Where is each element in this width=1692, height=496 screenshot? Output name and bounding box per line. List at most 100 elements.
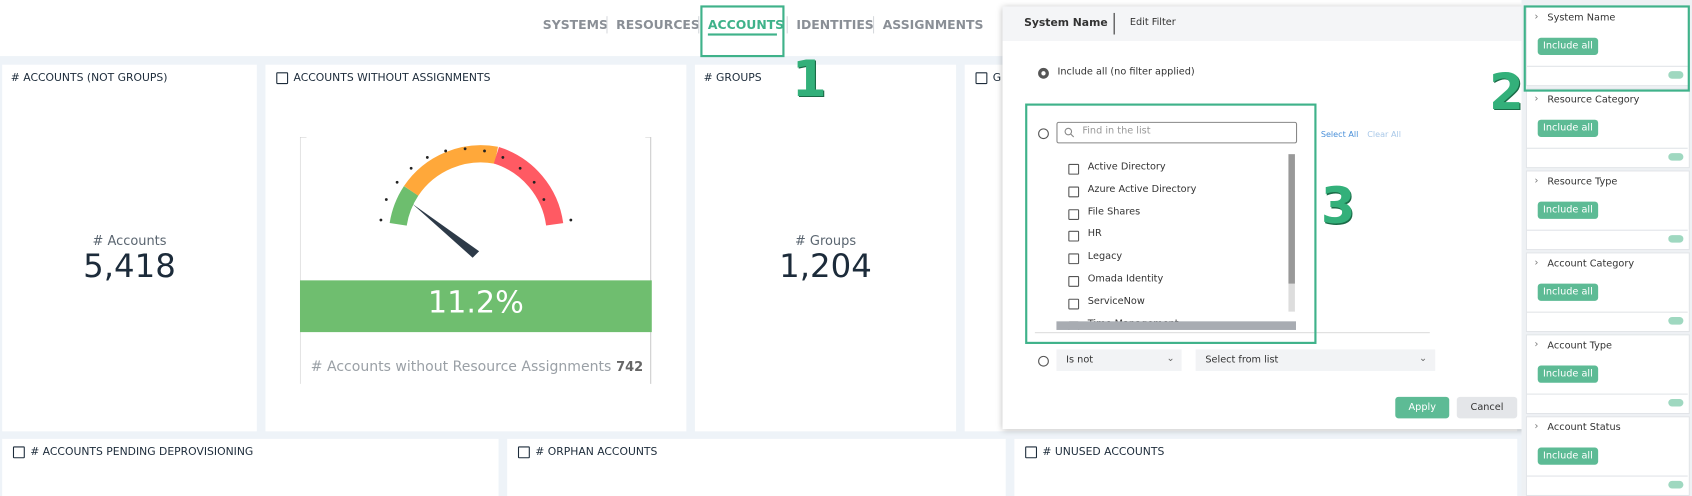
filter-name[interactable]: Resource Type [1547,176,1618,188]
checkbox[interactable] [1068,231,1080,242]
tile-title: # ORPHAN ACCOUNTS [535,446,658,459]
kpi-label: # Accounts [92,232,167,249]
checkbox[interactable] [1068,163,1080,175]
list-item: HR [1087,229,1102,240]
dropdown-value: Is not [1066,354,1094,366]
filter-card [1525,6,1690,87]
gauge-bar [299,280,652,333]
toggle[interactable] [1668,480,1684,489]
tile-title: # UNUSED ACCOUNTS [1042,446,1165,459]
radio[interactable] [1038,355,1049,367]
list-item: Azure Active Directory [1087,184,1197,195]
checkbox[interactable] [1068,298,1080,310]
toggle[interactable] [1668,71,1684,79]
dropdown[interactable] [1056,349,1182,371]
chevron: › [1534,93,1539,105]
highlight-box [700,5,785,58]
placeholder: Find in the list [1082,126,1151,137]
tab-separator [698,16,700,34]
apply-button[interactable]: Apply [1395,396,1450,419]
tab-separator [606,16,608,34]
chevron: ⌄ [1419,353,1428,365]
toggle[interactable] [1668,235,1684,243]
divider [1526,311,1688,313]
include-button[interactable]: Include all [1537,119,1599,137]
filter-card [1525,334,1690,415]
nav-tab[interactable]: RESOURCES [616,17,700,33]
toggle[interactable] [1668,317,1684,325]
include-button[interactable]: Include all [1537,283,1599,301]
panel-tab[interactable]: System Name [1024,17,1108,30]
include-button[interactable]: Include all [1537,365,1599,383]
divider [1526,393,1688,395]
tile-title: G [992,72,1002,85]
tile: ACCOUNTS WITHOUT ASSIGNMENTS 11.2% # Acc… [265,64,687,432]
gauge-footer: # Accounts without Resource Assignments [310,359,612,376]
divider [1526,147,1688,149]
radio[interactable] [1038,67,1049,79]
annotation: 3 [1320,176,1356,236]
tab-separator [872,16,875,34]
divider [1034,332,1430,334]
divider [1526,229,1688,231]
highlight-box [1523,5,1690,92]
include-button[interactable]: Include all [1537,201,1599,219]
radio[interactable] [1038,128,1049,140]
checkbox[interactable] [1068,253,1080,265]
list-item: Omada Identity [1087,273,1164,285]
toggle[interactable] [1668,153,1684,161]
dropdown[interactable] [1195,349,1436,371]
chevron: › [1534,421,1539,433]
toggle[interactable] [1668,398,1684,407]
tile: # GROUPS # Groups 1,204 [694,64,957,432]
icon [276,72,289,85]
checkbox[interactable] [1068,276,1080,287]
icon [1025,446,1038,459]
tile: # UNUSED ACCOUNTS [1014,438,1518,496]
panel-tab[interactable]: Edit Filter [1129,17,1176,29]
select-all[interactable]: Select All [1320,129,1359,140]
gauge-value: 11.2% [427,284,524,321]
icon [12,446,25,459]
scrollbar [1288,154,1295,312]
chevron: ⌄ [1166,353,1175,365]
kpi-value: 1,204 [779,248,872,286]
divider [1113,12,1115,35]
list-item: ServiceNow [1087,296,1145,308]
include-button[interactable]: Include all [1537,447,1599,465]
kpi-label: # Groups [794,232,857,249]
highlight-box [1025,103,1317,344]
tile-title: ACCOUNTS WITHOUT ASSIGNMENTS [293,72,491,85]
active-underline [707,33,777,36]
cancel-button[interactable]: Cancel [1456,396,1518,419]
annotation: 2 [1489,62,1524,121]
tab-separator [786,16,788,34]
list-item: Active Directory [1087,161,1166,173]
radio-label: Include all (no filter applied) [1057,66,1195,78]
nav-tab[interactable]: IDENTITIES [796,17,874,33]
list-item: File Shares [1087,206,1141,218]
gauge-frame [299,136,652,384]
tile: # ACCOUNTS PENDING DEPROVISIONING [2,438,499,496]
filter-name[interactable]: Resource Category [1547,94,1640,106]
search-input[interactable] [1056,121,1298,144]
gauge-count: 742 [616,359,644,375]
checkbox[interactable] [1068,186,1080,198]
tile: # ORPHAN ACCOUNTS [507,438,1006,496]
nav-tab[interactable]: ACCOUNTS [707,17,785,33]
nav-tab[interactable]: SYSTEMS [542,17,608,33]
checkbox[interactable] [1068,208,1080,220]
h-scrollbar [1056,321,1296,330]
clear-all[interactable]: Clear All [1367,129,1401,140]
search-icon [1064,127,1075,138]
include-button[interactable]: Include all [1537,37,1599,55]
divider [1526,475,1688,477]
chevron: › [1534,11,1539,23]
filter-name[interactable]: System Name [1547,12,1616,24]
filter-name[interactable]: Account Category [1547,258,1635,270]
filter-name[interactable]: Account Status [1547,422,1621,434]
nav-tab[interactable]: ASSIGNMENTS [882,17,984,33]
kpi-value: 5,418 [83,248,176,286]
panel-header [1002,6,1526,41]
filter-name[interactable]: Account Type [1547,340,1613,352]
